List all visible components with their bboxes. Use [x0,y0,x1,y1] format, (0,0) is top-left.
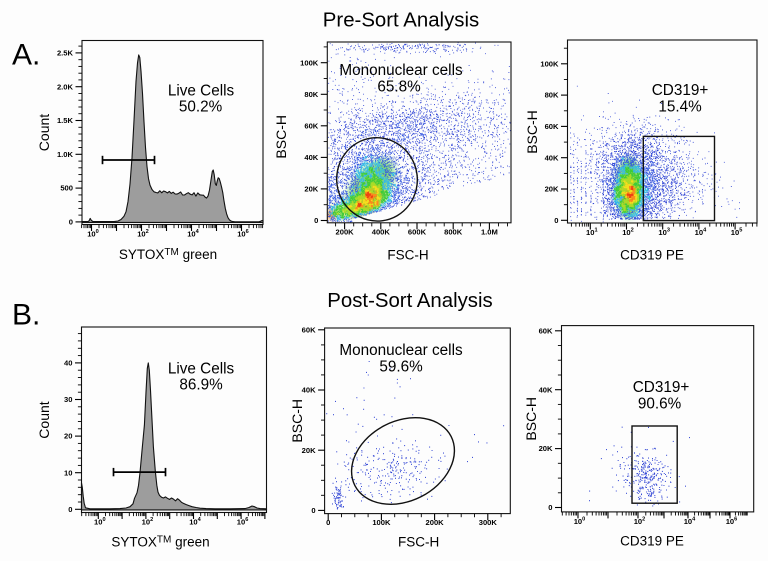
svg-text:80K: 80K [545,91,559,100]
svg-text:20: 20 [64,432,72,441]
svg-text:65.8%: 65.8% [377,79,421,96]
svg-text:2.5K: 2.5K [57,49,74,58]
svg-text:CD319+: CD319+ [652,82,709,99]
svg-text:102: 102 [622,227,634,237]
svg-text:80K: 80K [304,90,318,99]
svg-text:1.5K: 1.5K [57,116,74,125]
svg-text:400K: 400K [372,227,391,236]
svg-text:500: 500 [60,184,73,193]
svg-text:103: 103 [658,227,670,237]
svg-text:Mononuclear cells: Mononuclear cells [339,62,463,79]
svg-text:104: 104 [187,229,199,239]
svg-text:BSC-H: BSC-H [523,397,539,441]
svg-text:102: 102 [142,517,154,527]
svg-text:20K: 20K [539,444,553,453]
svg-text:100K: 100K [372,518,391,527]
svg-text:0: 0 [69,218,73,227]
svg-text:106: 106 [237,517,249,527]
svg-text:CD319 PE: CD319 PE [620,534,684,549]
svg-text:CD319+: CD319+ [633,379,690,396]
svg-text:Pre-Sort Analysis: Pre-Sort Analysis [323,10,479,32]
svg-text:Count: Count [36,114,52,151]
svg-text:106: 106 [237,229,249,239]
svg-text:A.: A. [12,39,40,72]
svg-text:106: 106 [726,516,738,526]
svg-text:60K: 60K [302,325,316,334]
svg-text:300K: 300K [479,518,498,527]
svg-text:CD319 PE: CD319 PE [620,248,684,263]
svg-text:40K: 40K [539,385,553,394]
svg-text:100: 100 [94,517,106,527]
svg-text:100: 100 [87,229,99,239]
svg-text:0: 0 [68,505,72,514]
svg-text:B.: B. [12,299,40,332]
svg-text:10: 10 [64,468,72,477]
svg-text:1.0K: 1.0K [57,150,74,159]
svg-text:40K: 40K [545,153,559,162]
svg-text:60K: 60K [545,122,559,131]
svg-text:104: 104 [684,516,696,526]
svg-text:50.2%: 50.2% [179,99,223,116]
svg-text:Mononuclear cells: Mononuclear cells [339,342,463,359]
svg-text:104: 104 [695,227,707,237]
svg-text:100K: 100K [540,59,559,68]
svg-text:60K: 60K [304,121,318,130]
svg-text:0: 0 [326,518,330,527]
svg-text:1.0M: 1.0M [481,227,498,236]
svg-text:Live Cells: Live Cells [168,360,235,377]
svg-text:101: 101 [586,227,598,237]
svg-text:600K: 600K [408,227,427,236]
svg-text:100: 100 [574,516,586,526]
svg-text:Count: Count [36,401,52,438]
svg-text:102: 102 [634,516,646,526]
svg-text:30: 30 [64,395,72,404]
svg-text:20K: 20K [302,446,316,455]
svg-text:BSC-H: BSC-H [524,110,540,154]
svg-text:86.9%: 86.9% [179,376,223,393]
svg-text:40K: 40K [302,386,316,395]
svg-text:FSC-H: FSC-H [387,247,428,262]
svg-text:20K: 20K [304,185,318,194]
svg-text:104: 104 [189,517,201,527]
svg-text:40: 40 [64,359,72,368]
svg-text:0: 0 [314,216,318,225]
svg-text:60K: 60K [539,326,553,335]
svg-text:200K: 200K [426,518,445,527]
svg-text:0: 0 [548,503,552,512]
svg-text:59.6%: 59.6% [379,358,423,375]
svg-text:20K: 20K [545,185,559,194]
svg-text:FSC-H: FSC-H [398,535,439,550]
svg-text:BSC-H: BSC-H [273,115,289,159]
svg-text:0: 0 [311,506,315,515]
svg-text:2.0K: 2.0K [57,82,74,91]
svg-text:800K: 800K [444,227,463,236]
svg-text:SYTOXTM green: SYTOXTM green [111,535,209,550]
svg-text:90.6%: 90.6% [638,395,682,412]
svg-text:40K: 40K [304,153,318,162]
svg-text:15.4%: 15.4% [658,99,702,116]
svg-text:200K: 200K [336,227,355,236]
svg-text:105: 105 [731,227,743,237]
svg-text:BSC-H: BSC-H [289,399,305,443]
svg-text:100K: 100K [300,58,319,67]
svg-text:Post-Sort Analysis: Post-Sort Analysis [327,290,492,312]
svg-text:102: 102 [137,229,149,239]
svg-text:0: 0 [554,216,558,225]
svg-text:SYTOXTM green: SYTOXTM green [119,247,217,262]
svg-text:Live Cells: Live Cells [168,83,235,100]
